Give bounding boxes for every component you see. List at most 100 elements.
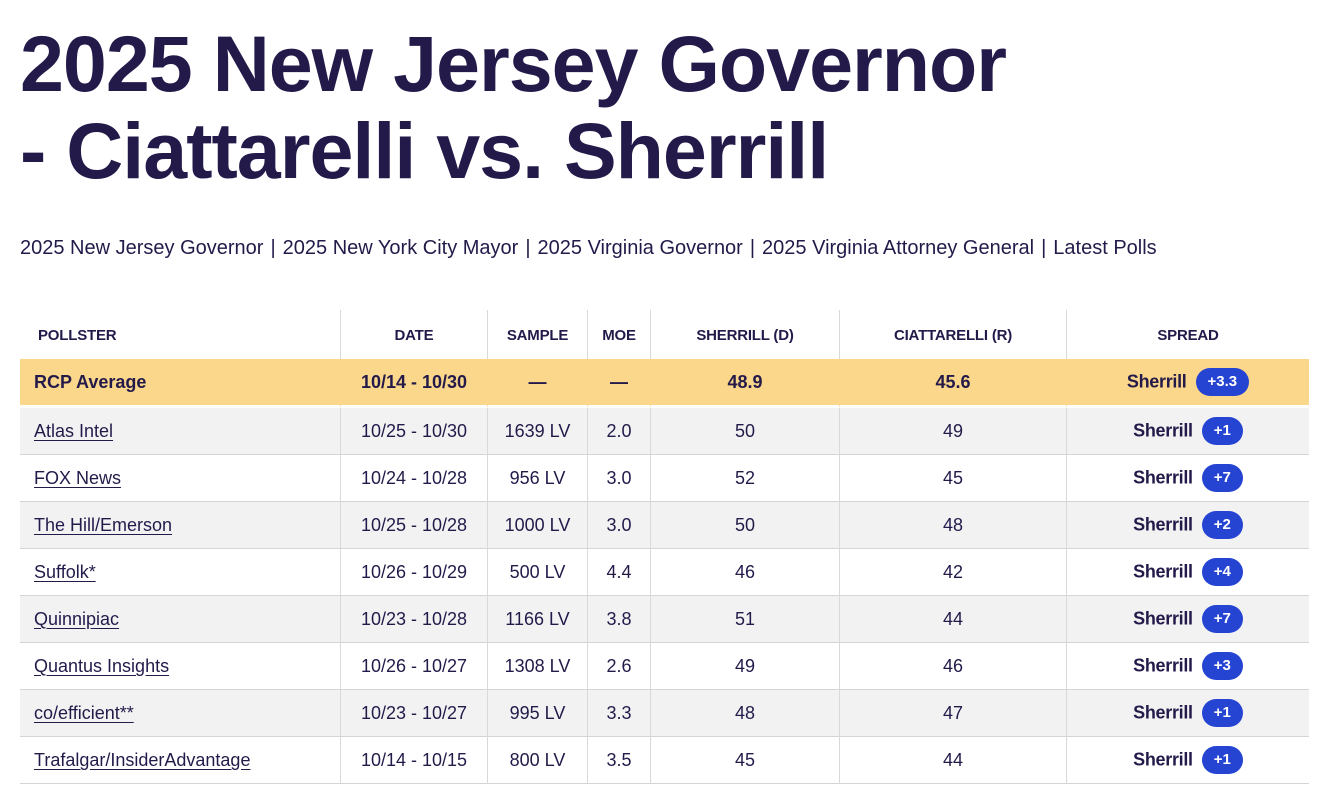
nav-separator: | — [270, 236, 276, 259]
pollster-cell: The Hill/Emerson — [20, 502, 341, 550]
page: 2025 New Jersey Governor - Ciattarelli vs… — [0, 19, 1329, 785]
poll-sample: 956 LV — [488, 455, 588, 503]
poll-sherrill-value: 48 — [651, 690, 840, 738]
spread-margin-badge: +7 — [1201, 605, 1243, 634]
nav-link-2025-new-jersey-governor[interactable]: 2025 New Jersey Governor — [20, 236, 264, 259]
poll-spread-cell: Sherrill +1 — [1067, 737, 1309, 785]
spread-leader-label: Sherrill — [1133, 655, 1193, 676]
poll-sample: 1308 LV — [488, 643, 588, 691]
nav-link-2025-virginia-attorney-general[interactable]: 2025 Virginia Attorney General — [762, 236, 1035, 259]
poll-moe: 3.0 — [588, 455, 651, 503]
average-spread: Sherrill +3.3 — [1067, 359, 1309, 409]
pollster-link[interactable]: co/efficient** — [34, 702, 134, 723]
poll-ciattarelli-value: 47 — [840, 690, 1067, 738]
spread-margin-badge: +2 — [1201, 511, 1243, 540]
poll-sherrill-value: 50 — [651, 502, 840, 550]
average-spread-margin-badge: +3.3 — [1195, 368, 1250, 397]
poll-row: Trafalgar/InsiderAdvantage 10/14 - 10/15… — [20, 737, 1309, 785]
spread-margin-badge: +7 — [1201, 464, 1243, 493]
poll-sample: 1639 LV — [488, 408, 588, 456]
column-header-date: DATE — [341, 310, 488, 360]
spread-margin-badge: +1 — [1201, 746, 1243, 775]
poll-rows: RCP Average 10/14 - 10/30 — — 48.9 45.6 … — [20, 359, 1309, 785]
nav-link-2025-virginia-governor[interactable]: 2025 Virginia Governor — [537, 236, 743, 259]
poll-moe: 3.5 — [588, 737, 651, 785]
spread-margin-badge: +3 — [1201, 652, 1243, 681]
poll-spread-cell: Sherrill +1 — [1067, 690, 1309, 738]
poll-ciattarelli-value: 45 — [840, 455, 1067, 503]
poll-date: 10/25 - 10/30 — [341, 408, 488, 456]
poll-date: 10/24 - 10/28 — [341, 455, 488, 503]
average-pollster-label: RCP Average — [20, 359, 341, 409]
page-title: 2025 New Jersey Governor - Ciattarelli vs… — [20, 19, 1309, 195]
poll-row: Suffolk* 10/26 - 10/29 500 LV 4.4 46 42 … — [20, 549, 1309, 597]
nav-link-latest-polls[interactable]: Latest Polls — [1053, 236, 1157, 259]
column-header-spread: SPREAD — [1157, 327, 1219, 345]
poll-ciattarelli-value: 42 — [840, 549, 1067, 597]
poll-sherrill-value: 52 — [651, 455, 840, 503]
poll-spread-cell: Sherrill +7 — [1067, 455, 1309, 503]
pollster-link[interactable]: Atlas Intel — [34, 420, 114, 441]
pollster-link[interactable]: Quinnipiac — [34, 608, 120, 629]
poll-row: FOX News 10/24 - 10/28 956 LV 3.0 52 45 … — [20, 455, 1309, 503]
average-sherrill-value: 48.9 — [651, 359, 840, 409]
poll-spread-cell: Sherrill +3 — [1067, 643, 1309, 691]
poll-row: co/efficient** 10/23 - 10/27 995 LV 3.3 … — [20, 690, 1309, 738]
average-date: 10/14 - 10/30 — [341, 359, 488, 409]
poll-ciattarelli-value: 44 — [840, 737, 1067, 785]
race-nav: 2025 New Jersey Governor | 2025 New York C… — [20, 231, 1175, 267]
pollster-cell: co/efficient** — [20, 690, 341, 738]
poll-moe: 2.0 — [588, 408, 651, 456]
poll-spread-cell: Sherrill +2 — [1067, 502, 1309, 550]
poll-sample: 1166 LV — [488, 596, 588, 644]
spread-leader-label: Sherrill — [1133, 608, 1193, 629]
page-title-line1: 2025 New Jersey Governor — [20, 19, 1007, 108]
poll-sherrill-value: 50 — [651, 408, 840, 456]
poll-moe: 3.8 — [588, 596, 651, 644]
poll-row: The Hill/Emerson 10/25 - 10/28 1000 LV 3… — [20, 502, 1309, 550]
poll-spread-cell: Sherrill +4 — [1067, 549, 1309, 597]
nav-link-2025-new-york-city-mayor[interactable]: 2025 New York City Mayor — [282, 236, 519, 259]
polls-table: POLLSTER DATE SAMPLE MOE SHERRILL (D) CI… — [20, 310, 1309, 785]
poll-sample: 800 LV — [488, 737, 588, 785]
nav-separator: | — [525, 236, 531, 259]
pollster-link[interactable]: Quantus Insights — [34, 655, 170, 676]
nav-separator: | — [749, 236, 756, 259]
pollster-link[interactable]: The Hill/Emerson — [34, 514, 173, 535]
poll-date: 10/26 - 10/27 — [341, 643, 488, 691]
average-sample: — — [488, 359, 588, 409]
pollster-cell: Suffolk* — [20, 549, 341, 597]
pollster-cell: Trafalgar/InsiderAdvantage — [20, 737, 341, 785]
poll-sherrill-value: 49 — [651, 643, 840, 691]
poll-ciattarelli-value: 44 — [840, 596, 1067, 644]
spread-margin-badge: +1 — [1201, 417, 1243, 446]
pollster-link[interactable]: FOX News — [34, 467, 122, 488]
average-moe: — — [588, 359, 651, 409]
spread-leader-label: Sherrill — [1133, 749, 1193, 770]
poll-ciattarelli-value: 49 — [840, 408, 1067, 456]
poll-sherrill-value: 46 — [651, 549, 840, 597]
rcp-average-row: RCP Average 10/14 - 10/30 — — 48.9 45.6 … — [20, 359, 1309, 409]
spread-margin-badge: +4 — [1201, 558, 1243, 587]
pollster-cell: Quinnipiac — [20, 596, 341, 644]
pollster-cell: FOX News — [20, 455, 341, 503]
poll-sample: 1000 LV — [488, 502, 588, 550]
poll-sample: 995 LV — [488, 690, 588, 738]
pollster-link[interactable]: Suffolk* — [34, 561, 96, 582]
page-title-line2: - Ciattarelli vs. Sherrill — [20, 105, 829, 195]
average-ciattarelli-value: 45.6 — [840, 359, 1067, 409]
poll-sample: 500 LV — [488, 549, 588, 597]
average-spread-leader-label: Sherrill — [1126, 371, 1187, 392]
spread-leader-label: Sherrill — [1133, 420, 1193, 441]
pollster-link[interactable]: Trafalgar/InsiderAdvantage — [34, 749, 251, 770]
poll-ciattarelli-value: 46 — [840, 643, 1067, 691]
column-header-moe: MOE — [588, 310, 651, 360]
spread-leader-label: Sherrill — [1133, 561, 1193, 582]
pollster-cell: Atlas Intel — [20, 408, 341, 456]
spread-leader-label: Sherrill — [1133, 514, 1193, 535]
poll-ciattarelli-value: 48 — [840, 502, 1067, 550]
table-header-row: POLLSTER DATE SAMPLE MOE SHERRILL (D) CI… — [20, 310, 1309, 360]
poll-sherrill-value: 51 — [651, 596, 840, 644]
poll-spread-cell: Sherrill +1 — [1067, 408, 1309, 456]
spread-margin-badge: +1 — [1201, 699, 1243, 728]
